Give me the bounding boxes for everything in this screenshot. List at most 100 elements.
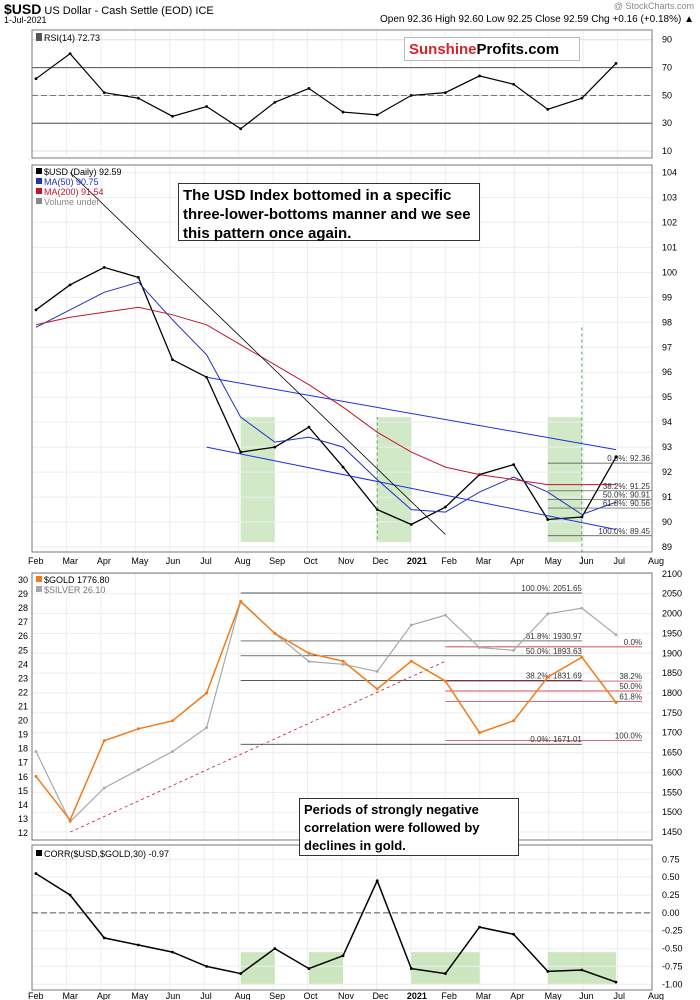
gold-tick-label: 1600 [662, 767, 682, 777]
usd-tick-label: 95 [662, 392, 672, 402]
x-axis-label: Oct [304, 556, 319, 566]
x-axis-label: 2021 [407, 556, 427, 566]
x-axis-label: May [131, 991, 149, 1000]
gold-point [512, 719, 516, 723]
gold-point [546, 675, 550, 679]
usd-series-1 [35, 281, 617, 516]
usd-long-trend-line [69, 172, 446, 535]
rsi-point [34, 77, 38, 81]
gold-point [580, 655, 584, 659]
gold-point [34, 774, 38, 778]
x-axis-label: Dec [372, 991, 389, 1000]
x-axis-label: Apr [97, 991, 111, 1000]
silver-tick-label: 21 [18, 702, 28, 712]
usd-tick-label: 97 [662, 342, 672, 352]
x-axis-label: Apr [97, 556, 111, 566]
usd-point [68, 283, 72, 287]
corr-tick-label: 0.25 [662, 890, 680, 900]
gold-tick-label: 1650 [662, 748, 682, 758]
x-axis-label: Dec [372, 556, 389, 566]
gold-legend-swatch [36, 586, 42, 592]
silver-tick-label: 22 [18, 687, 28, 697]
usd-point [614, 455, 618, 459]
gold-point [409, 659, 413, 663]
silver-tick-label: 16 [18, 772, 28, 782]
x-axis-label: Feb [28, 991, 44, 1000]
usd-lower-trend-line [206, 446, 617, 531]
usd-tick-label: 100 [662, 267, 677, 277]
gold-tick-label: 1500 [662, 807, 682, 817]
silver-tick-label: 12 [18, 828, 28, 838]
x-axis-label: Jun [166, 556, 181, 566]
gold-point [170, 719, 174, 723]
x-axis-label: May [131, 556, 149, 566]
corr-point [444, 972, 447, 975]
source-credit: @ StockCharts.com [613, 1, 694, 11]
callout-negative-correlation: Periods of strongly negative correlation… [299, 798, 519, 856]
corr-highlight-box [240, 952, 275, 985]
x-axis-label: Sep [269, 556, 285, 566]
usd-tick-label: 92 [662, 467, 672, 477]
corr-point [239, 972, 243, 975]
gold-line [35, 600, 617, 822]
chart-date: 1-Jul-2021 [4, 15, 47, 25]
usd-fib-label: 38.2%: 91.25 [603, 482, 651, 491]
silver-point [171, 750, 174, 753]
gold-fib-label-red: 38.2% [619, 672, 642, 681]
gold-tick-label: 1950 [662, 628, 682, 638]
corr-legend-swatch [36, 850, 42, 856]
usd-legend-swatch [36, 178, 42, 184]
corr-point [341, 954, 345, 958]
x-axis-label: Mar [62, 991, 78, 1000]
silver-tick-label: 15 [18, 786, 28, 796]
usd-point [239, 450, 243, 454]
logo-part-1: Sunshine [409, 41, 477, 58]
usd-tick-label: 101 [662, 242, 677, 252]
gold-tick-label: 1850 [662, 668, 682, 678]
gold-fib-label-red: 61.8% [619, 692, 642, 701]
gold-tick-label: 1800 [662, 688, 682, 698]
silver-point [136, 768, 140, 772]
usd-tick-label: 103 [662, 192, 677, 202]
usd-tick-label: 93 [662, 442, 672, 452]
corr-highlight-box [411, 952, 480, 985]
rsi-panel-frame [31, 29, 653, 159]
corr-line [35, 872, 617, 983]
usd-highlight-box [377, 417, 412, 543]
x-axis-label: Aug [235, 556, 251, 566]
usd-highlight-box [547, 417, 582, 543]
gold-point [273, 631, 277, 635]
gold-legend-entry: $SILVER 26.10 [44, 585, 105, 595]
corr-point [68, 893, 72, 897]
corr-point [409, 967, 413, 970]
usd-tick-label: 98 [662, 317, 672, 327]
usd-legend-swatch [36, 168, 42, 174]
rsi-point [409, 93, 413, 97]
usd-highlight-box [240, 417, 275, 543]
x-axis-label: Aug [648, 556, 664, 566]
gold-support-line [69, 660, 446, 833]
silver-point [102, 786, 106, 790]
gold-fib-label: 61.8%: 1930.97 [526, 632, 583, 641]
usd-point [546, 518, 550, 521]
usd-fib-label: 0.0%: 92.36 [607, 454, 650, 463]
rsi-point [512, 82, 516, 86]
gold-point [136, 727, 140, 731]
x-axis-label: Apr [510, 991, 524, 1000]
corr-tick-label: -0.75 [662, 961, 683, 971]
corr-point [546, 970, 550, 973]
silver-point [205, 726, 208, 729]
usd-point [307, 425, 311, 429]
gold-point [478, 731, 482, 735]
x-axis-label: Aug [235, 991, 251, 1000]
silver-point [409, 623, 413, 627]
usd-point [34, 308, 38, 312]
corr-point [34, 872, 38, 875]
usd-tick-label: 102 [662, 217, 677, 227]
rsi-tick-label: 30 [662, 118, 672, 128]
quote-summary: Open 92.36 High 92.60 Low 92.25 Close 92… [380, 14, 694, 25]
silver-tick-label: 17 [18, 758, 28, 768]
x-axis-label: Feb [28, 556, 44, 566]
gold-tick-label: 1550 [662, 787, 682, 797]
silver-tick-label: 25 [18, 645, 28, 655]
